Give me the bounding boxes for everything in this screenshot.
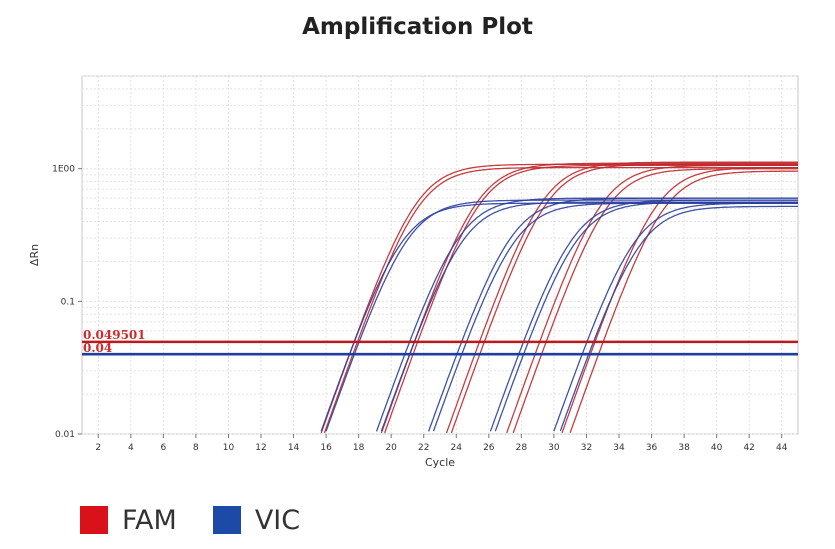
x-tick-label: 24 [451, 443, 463, 453]
legend-item-fam: FAM [80, 505, 177, 536]
x-tick-label: 16 [320, 443, 332, 453]
curve-fam [323, 166, 798, 434]
x-tick-label: 8 [193, 443, 199, 453]
x-tick-label: 14 [288, 443, 300, 453]
x-tick-label: 18 [353, 443, 365, 453]
amplification-plot: 2 4 6 8 10 12 14 16 18 20 22 24 26 28 30 32 34 36 38 40 42 44… [28, 75, 799, 469]
y-tick-label: 0.1 [61, 297, 75, 307]
curve-fam [561, 166, 798, 434]
y-axis-label: ΔRn [28, 244, 41, 266]
amplification-curves [320, 161, 798, 434]
x-tick-label: 28 [516, 443, 528, 453]
curve-fam [512, 168, 798, 434]
x-tick-label: 42 [743, 443, 754, 453]
curve-fam [445, 161, 798, 434]
vic-swatch [212, 506, 241, 534]
legend-label-vic: VIC [254, 504, 301, 536]
x-tick-label: 36 [646, 443, 658, 453]
curve-vic [427, 197, 798, 432]
curve-fam [450, 163, 798, 434]
x-tick-label: 44 [776, 443, 788, 453]
x-tick-label: 12 [255, 443, 266, 453]
x-tick-label: 2 [95, 443, 101, 453]
fam-swatch [80, 506, 108, 534]
curve-vic [559, 205, 798, 432]
curve-fam [506, 164, 798, 434]
x-tick-label: 10 [223, 443, 235, 453]
curve-vic [489, 199, 798, 432]
y-axis-ticks: 0.01 0.1 1E00 [52, 165, 82, 440]
x-tick-label: 34 [613, 443, 625, 453]
chart-title: Amplification Plot [302, 14, 533, 40]
x-tick-label: 32 [581, 443, 592, 453]
y-tick-label: 0.01 [55, 430, 75, 440]
legend-item-vic: VIC [212, 504, 301, 536]
curve-fam [569, 170, 798, 434]
x-axis-ticks: 2 4 6 8 10 12 14 16 18 20 22 24 26 28 30 32 34 36 38 40 42 44 [95, 434, 788, 453]
x-tick-label: 26 [483, 443, 495, 453]
x-axis-label: Cycle [425, 456, 455, 469]
plot-area [81, 75, 799, 435]
legend-label-fam: FAM [122, 504, 177, 536]
threshold-label: 0.049501 [83, 328, 146, 342]
curve-vic [494, 201, 798, 432]
legend: FAM VIC [80, 500, 336, 540]
y-tick-label: 1E00 [52, 165, 75, 175]
x-tick-label: 38 [678, 443, 690, 453]
threshold-label: 0.04 [83, 341, 112, 355]
x-tick-label: 4 [128, 443, 134, 453]
x-tick-label: 30 [548, 443, 560, 453]
x-tick-label: 22 [418, 443, 429, 453]
x-tick-label: 40 [711, 443, 723, 453]
x-tick-label: 6 [160, 443, 166, 453]
curve-vic [553, 202, 798, 432]
x-tick-label: 20 [385, 443, 397, 453]
